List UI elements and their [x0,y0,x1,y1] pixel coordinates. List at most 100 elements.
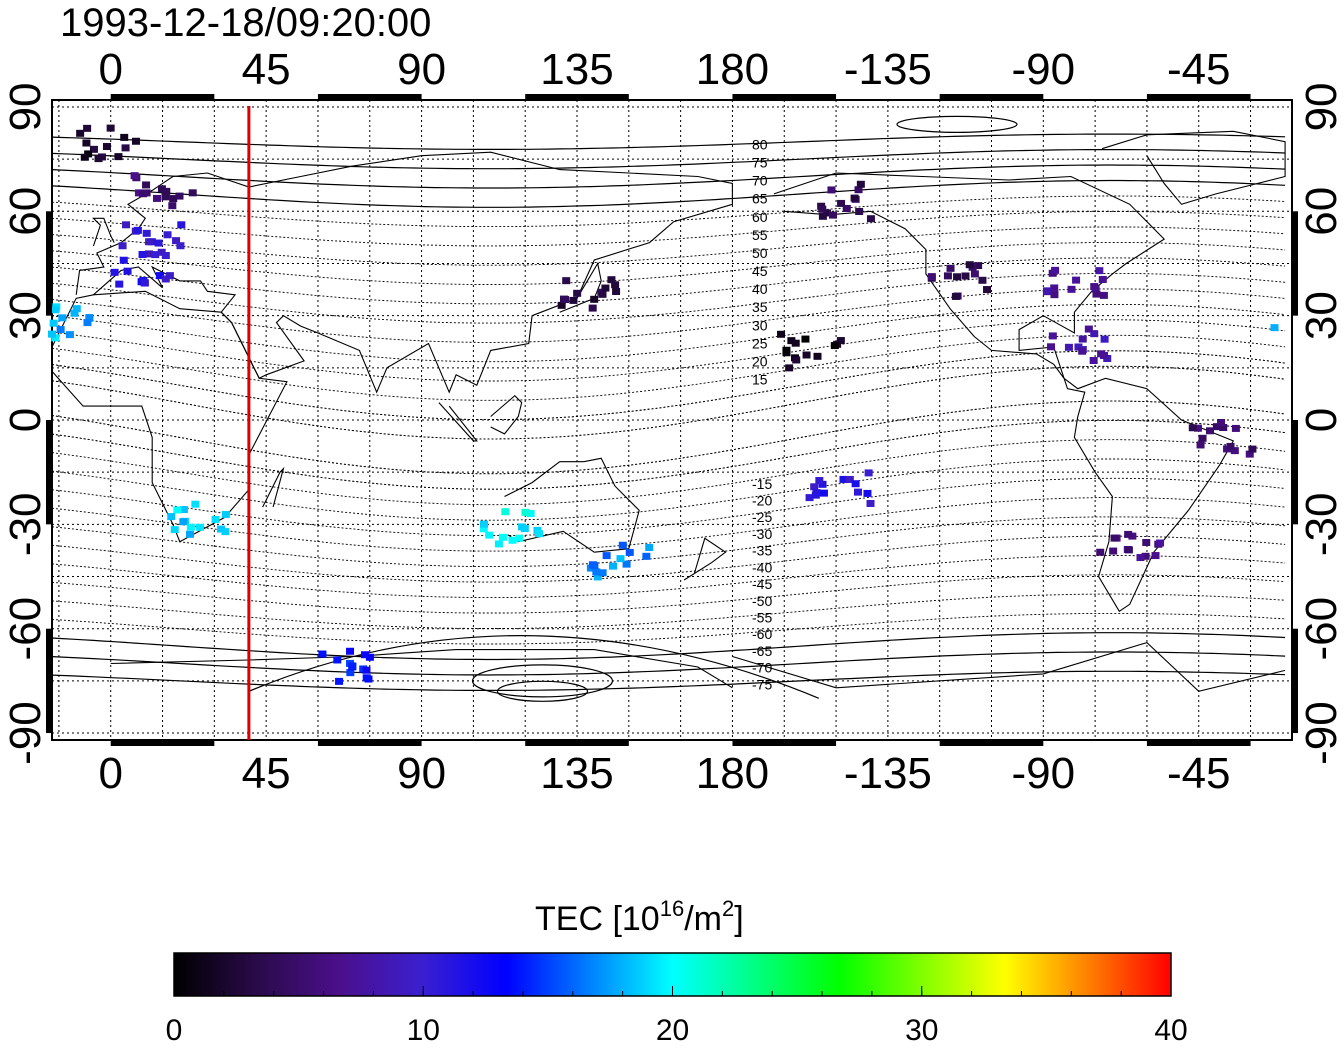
frame-tick-bar [46,211,52,316]
lon-tick-label-top: -90 [1012,45,1076,94]
magnetic-contour-line [51,574,1286,614]
tec-point [479,520,488,528]
tec-point [163,231,172,239]
tec-point [1151,552,1160,560]
tec-point [145,238,154,246]
tec-point [365,653,374,661]
lon-tick-label-top: 45 [242,45,291,94]
tec-point [946,264,955,272]
tec-point [134,189,143,197]
magnetic-contour-line [51,164,1286,189]
tec-point [785,364,794,372]
tec-point [48,330,57,338]
tec-point [58,314,67,322]
frame-tick-bar [732,94,837,100]
colorbar [173,952,1172,997]
magnetic-contour-line [51,419,1286,490]
tec-point [598,569,607,577]
magnetic-contour-line [51,458,1286,521]
tec-point [169,195,178,203]
tec-point [1047,343,1056,351]
magnetic-lat-label: 80 [752,136,768,152]
magnetic-contour-line [51,632,1286,661]
tec-point [162,187,171,195]
magnetic-lat-label: -15 [752,476,772,492]
tec-point [592,568,601,576]
tec-point [1048,332,1057,340]
lon-tick-label-bottom: 90 [397,749,446,798]
tec-point [221,510,230,518]
tec-point [520,525,529,533]
tec-point [165,272,174,280]
lat-tick-label-right: 90 [1297,82,1344,131]
magnetic-contour-line [51,334,1286,401]
tec-point [978,276,987,284]
tec-point [211,515,220,523]
tec-point [853,488,862,496]
magnetic-contour-line [51,516,1286,568]
magnetic-lat-label: 20 [752,353,768,369]
lat-tick-label-left: 30 [1,291,50,340]
frame-tick-bar [939,94,1044,100]
tec-point [89,145,98,153]
magnetic-contour-line [51,497,1286,552]
tec-point [1092,290,1101,298]
tec-point [485,531,494,539]
lon-tick-label-top: 180 [696,45,769,94]
tec-point [94,155,103,163]
tec-point [1095,267,1104,275]
frame-tick-bar [110,94,215,100]
tec-point [1084,325,1093,333]
tec-point [1270,324,1279,332]
tec-point [130,172,139,180]
tec-cluster [1188,418,1257,458]
magnetic-lat-label: 30 [752,317,768,333]
tec-point [85,314,94,322]
lat-lon-grid [52,100,1292,740]
tec-point [801,335,810,343]
tec-point [501,508,510,516]
tec-cluster [1042,266,1108,299]
tec-point [1042,287,1051,295]
frame-tick-bar [1146,94,1251,100]
tec-point [133,226,142,234]
lat-tick-label-left: 90 [1,82,50,131]
magnetic-contour-line [51,651,1286,676]
tec-point [360,651,369,659]
tec-cluster [1047,325,1112,365]
tec-point [1067,285,1076,293]
magnetic-lat-label: -75 [752,676,772,692]
coastline-segment [262,466,285,508]
tec-point [1051,266,1060,274]
lon-tick-label-top: 0 [98,45,122,94]
tec-point [131,137,140,145]
axis-labels: 0045459090135135180180-135-135-90-90-45-… [1,45,1344,798]
tec-point [830,342,839,350]
tec-point [1074,343,1083,351]
magnetic-contour-line [51,593,1286,629]
tec-point [1050,291,1059,299]
tec-cluster [76,124,140,163]
tec-cluster [48,303,1279,342]
frame-tick-bar [46,420,52,525]
tec-point [822,209,831,217]
magnetic-pole-contour [896,115,1018,133]
tec-point [196,523,205,531]
tec-point [173,506,182,514]
tec-point [829,211,838,219]
tec-point [82,139,91,147]
tec-point [1096,548,1105,556]
magnetic-lat-label: -40 [752,559,772,575]
lat-tick-label-left: -90 [1,701,50,765]
magnetic-contour-line [51,670,1286,691]
coastline-segment [683,537,727,581]
tec-point [114,153,123,161]
tec-point [573,289,582,297]
tec-point [115,280,124,288]
frame-tick-bar [110,740,215,746]
magnetic-lat-label: -70 [752,660,772,676]
tec-point [521,508,530,516]
tec-point [172,237,181,245]
magnetic-latitude-contours [51,115,1286,702]
frame-tick-bar [732,740,837,746]
